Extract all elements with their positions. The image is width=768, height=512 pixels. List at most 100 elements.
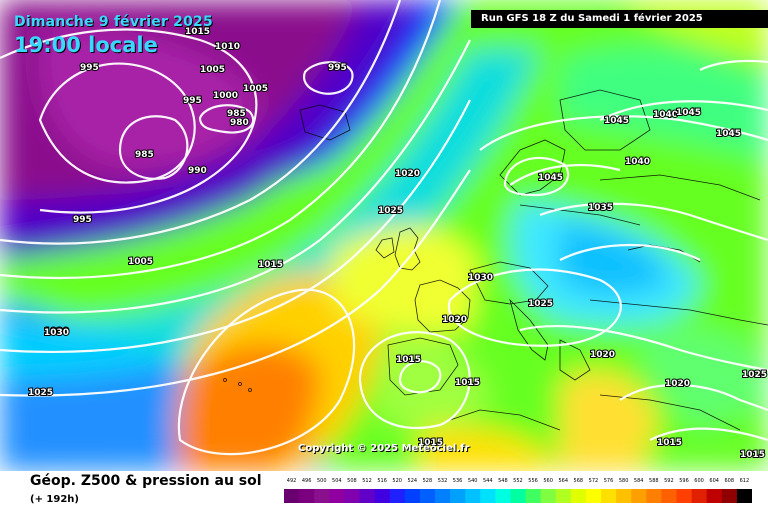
scale-swatch [359,489,376,503]
isobars [0,0,768,454]
isobar-label: 985 [135,150,154,160]
scale-label: 520 [392,478,402,484]
isobar-label: 1015 [185,27,210,37]
scale-label: 532 [437,478,448,484]
isobar-label: 1030 [468,273,493,283]
isobar-label: 1015 [258,260,283,270]
isobar-label: 1015 [657,438,682,448]
scale-swatch [646,489,662,503]
lead-time: (+ 192h) [30,494,79,505]
model-run-info: Run GFS 18 Z du Samedi 1 février 2025 [471,10,768,28]
isobar-label: 1045 [538,173,563,183]
color-scale-labels: 492 496 500 504 508 512 516 520 524 528 532 536 540 5… [284,478,752,488]
scale-label: 564 [558,478,568,484]
scale-swatch [661,489,678,503]
isobar-label: 1020 [590,350,615,360]
scale-label: 508 [347,478,357,484]
scale-swatch [404,489,421,503]
scale-label: 592 [664,478,674,484]
scale-label: 560 [543,478,553,484]
scale-label: 576 [603,478,614,484]
scale-label: 512 [362,478,372,484]
isobar-label: 1020 [442,315,467,325]
isobar-label: 980 [230,118,249,128]
scale-swatch [540,489,557,503]
isobar-label: 1020 [665,379,690,389]
isobar-label: 995 [80,63,99,73]
scale-swatch [299,489,315,503]
isobar-label: 995 [183,96,202,106]
forecast-date: Dimanche 9 février 2025 [14,14,213,30]
scale-swatch [344,489,360,503]
isobar-label: 1025 [28,388,53,398]
scale-swatch [284,489,300,503]
isobar-label: 1030 [44,328,69,338]
scale-label: 556 [528,478,538,484]
scale-swatch [691,489,708,503]
isobar-label: 1045 [604,116,629,126]
color-scale-bar [284,489,752,503]
scale-swatch [555,489,572,503]
scale-label: 516 [377,478,387,484]
forecast-time: 19:00 locale [14,33,158,57]
isobar-label: 1045 [716,129,741,139]
scale-swatch [480,489,496,503]
scale-swatch [374,489,391,503]
isobar-label: 1025 [742,370,767,380]
scale-swatch [510,489,527,503]
isobar-label: 1015 [396,355,421,365]
scale-label: 504 [332,478,342,484]
scale-label: 596 [679,478,689,484]
scale-swatch [585,489,602,503]
scale-label: 568 [573,478,584,484]
isobar-label: 1015 [740,450,765,460]
scale-swatch [676,489,693,503]
scale-label: 604 [709,478,719,484]
isobar-label: 1040 [625,157,650,167]
isobar-label: 985 [227,109,246,119]
scale-swatch [570,489,587,503]
scale-label: 536 [452,478,463,484]
scale-label: 544 [482,478,493,484]
isobar-label: 1005 [243,84,268,94]
scale-swatch [616,489,632,503]
scale-swatch [389,489,406,503]
scale-swatch [314,489,330,503]
geopotential-field [0,0,768,471]
scale-swatch [631,489,647,503]
isobar-label: 1025 [378,206,403,216]
isobar-label: 990 [188,166,207,176]
isobar-label: 995 [73,215,92,225]
scale-label: 540 [467,478,478,484]
scale-swatch [736,489,752,503]
isobar-label: 1005 [200,65,225,75]
scale-label: 608 [724,478,735,484]
scale-swatch [434,489,451,503]
scale-swatch [465,489,481,503]
scale-swatch [525,489,542,503]
scale-label: 492 [286,478,297,484]
scale-swatch [495,489,511,503]
scale-label: 548 [498,478,508,484]
scale-label: 588 [649,478,659,484]
scale-swatch [450,489,466,503]
scale-swatch [329,489,345,503]
isobar-label: 1020 [395,169,420,179]
isobar-label: 1010 [215,42,240,52]
isobar-label: 1040 [653,110,678,120]
isobar-label: 1045 [676,108,701,118]
isobar-label: 995 [328,63,347,73]
isobar-label: 1015 [455,378,480,388]
scale-label: 584 [633,478,644,484]
scale-label: 572 [588,478,599,484]
isobar-label: 1025 [528,299,553,309]
isobar-label: 1015 [418,438,443,448]
isobar-label: 1000 [213,91,238,101]
scale-label: 600 [694,478,704,484]
scale-label: 528 [422,478,433,484]
scale-label: 500 [316,478,327,484]
scale-label: 496 [301,478,312,484]
